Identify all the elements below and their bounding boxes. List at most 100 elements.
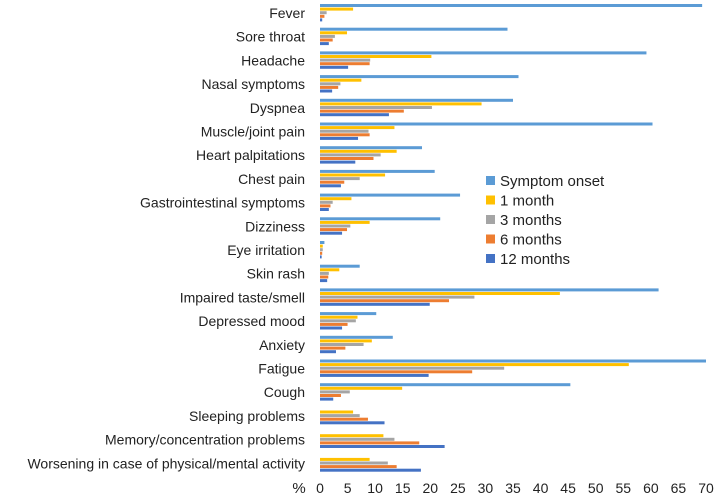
- bar-chest-pain-6-months: [320, 180, 345, 184]
- bar-eye-irritation-1-month: [320, 244, 323, 248]
- category-label-dyspnea: Dyspnea: [250, 100, 305, 116]
- category-label-fatigue: Fatigue: [258, 361, 305, 377]
- bar-nasal-symptoms-6-months: [320, 85, 339, 89]
- bar-eye-irritation-12-months: [320, 255, 322, 259]
- legend-swatch-6-months: [486, 234, 495, 244]
- bar-chest-pain-12-months: [320, 184, 341, 188]
- legend-label-3-months: 3 months: [500, 212, 562, 229]
- category-label-nasal-symptoms: Nasal symptoms: [202, 76, 305, 92]
- bar-sore-throat-1-month: [320, 31, 348, 35]
- category-label-cough: Cough: [264, 384, 305, 400]
- bar-skin-rash-symptom-onset: [320, 264, 360, 268]
- bar-heart-palpitations-1-month: [320, 149, 397, 153]
- bar-depressed-mood-3-months: [320, 319, 356, 323]
- bar-fever-12-months: [320, 18, 323, 22]
- legend: Symptom onset 1 month 3 months 6 months 12 m…: [486, 173, 605, 268]
- bar-muscle-joint-pain-1-month: [320, 126, 395, 130]
- bar-heart-palpitations-symptom-onset: [320, 146, 423, 150]
- bar-nasal-symptoms-1-month: [320, 78, 362, 82]
- bar-nasal-symptoms-3-months: [320, 82, 341, 86]
- legend-swatch-12-months: [486, 254, 495, 263]
- bar-fatigue-3-months: [320, 366, 505, 370]
- category-label-sore-throat: Sore throat: [236, 29, 305, 45]
- bar-sore-throat-symptom-onset: [320, 27, 508, 31]
- bar-depressed-mood-12-months: [320, 326, 343, 330]
- bar-eye-irritation-6-months: [320, 251, 323, 255]
- x-tick-label-20: 20: [423, 480, 439, 496]
- legend-label-12-months: 12 months: [500, 251, 570, 268]
- bar-skin-rash-3-months: [320, 271, 329, 275]
- bar-fever-symptom-onset: [320, 4, 703, 7]
- x-tick-label-55: 55: [616, 480, 632, 496]
- bar-memory-concentration-problems-6-months: [320, 441, 420, 445]
- x-tick-label-50: 50: [588, 480, 604, 496]
- bar-headache-1-month: [320, 55, 432, 58]
- bar-dyspnea-symptom-onset: [320, 98, 513, 102]
- bar-cough-3-months: [320, 390, 350, 394]
- category-label-fever: Fever: [269, 5, 305, 21]
- bar-heart-palpitations-12-months: [320, 160, 356, 164]
- bar-gastrointestinal-symptoms-12-months: [320, 208, 329, 211]
- bar-muscle-joint-pain-6-months: [320, 133, 370, 137]
- x-tick-label-15: 15: [395, 480, 411, 496]
- bar-headache-12-months: [320, 65, 349, 69]
- x-tick-label-60: 60: [643, 480, 659, 496]
- bars-group: [320, 4, 706, 472]
- category-labels: Fever Sore throat Headache Nasal symptoms Dy…: [27, 5, 305, 471]
- bar-cough-symptom-onset: [320, 383, 571, 387]
- category-label-memory-concentration-problems: Memory/concentration problems: [105, 432, 305, 448]
- category-label-worsening-in-case-of-physical-mental-activity: Worsening in case of physical/mental act…: [27, 455, 305, 471]
- x-tick-label-35: 35: [505, 480, 521, 496]
- bar-worsening-in-case-of-physical-mental-activity-6-months: [320, 465, 397, 469]
- bar-dyspnea-3-months: [320, 106, 432, 109]
- bar-headache-3-months: [320, 58, 371, 62]
- bar-sore-throat-12-months: [320, 42, 329, 46]
- x-tick-label-30: 30: [478, 480, 494, 496]
- x-tick-label-65: 65: [671, 480, 687, 496]
- bar-gastrointestinal-symptoms-symptom-onset: [320, 193, 461, 197]
- bar-dyspnea-1-month: [320, 102, 482, 106]
- bar-dizziness-1-month: [320, 220, 370, 224]
- bar-dizziness-3-months: [320, 224, 351, 228]
- bar-chest-pain-symptom-onset: [320, 169, 435, 173]
- legend-label-symptom-onset: Symptom onset: [500, 173, 605, 190]
- bar-memory-concentration-problems-3-months: [320, 437, 395, 441]
- bar-impaired-taste-smell-6-months: [320, 299, 450, 303]
- bar-cough-12-months: [320, 397, 334, 401]
- bar-fever-3-months: [320, 11, 327, 15]
- bar-sleeping-problems-1-month: [320, 410, 354, 414]
- bar-gastrointestinal-symptoms-3-months: [320, 200, 333, 204]
- bar-chest-pain-1-month: [320, 173, 386, 177]
- legend-label-6-months: 6 months: [500, 232, 562, 249]
- category-label-headache: Headache: [241, 52, 305, 68]
- bar-fatigue-6-months: [320, 370, 473, 374]
- category-label-chest-pain: Chest pain: [238, 171, 305, 187]
- bar-dizziness-12-months: [320, 231, 343, 235]
- bar-skin-rash-12-months: [320, 279, 328, 283]
- legend-swatch-1-month: [486, 195, 495, 205]
- bar-fever-6-months: [320, 14, 325, 18]
- bar-worsening-in-case-of-physical-mental-activity-1-month: [320, 457, 370, 461]
- bar-sore-throat-3-months: [320, 34, 335, 38]
- bar-dyspnea-6-months: [320, 109, 404, 113]
- bar-muscle-joint-pain-3-months: [320, 129, 369, 133]
- x-tick-label-45: 45: [560, 480, 576, 496]
- legend-swatch-3-months: [486, 215, 495, 224]
- bar-anxiety-12-months: [320, 350, 336, 354]
- bar-anxiety-3-months: [320, 343, 364, 346]
- bar-fever-1-month: [320, 7, 354, 11]
- bar-worsening-in-case-of-physical-mental-activity-3-months: [320, 461, 388, 465]
- bar-eye-irritation-3-months: [320, 248, 323, 252]
- x-axis-label: %: [292, 480, 305, 497]
- bar-nasal-symptoms-symptom-onset: [320, 75, 519, 79]
- bar-anxiety-1-month: [320, 339, 372, 343]
- bar-gastrointestinal-symptoms-1-month: [320, 197, 352, 201]
- category-label-heart-palpitations: Heart palpitations: [196, 147, 305, 163]
- bar-nasal-symptoms-12-months: [320, 89, 333, 93]
- category-label-skin-rash: Skin rash: [247, 266, 305, 282]
- category-label-dizziness: Dizziness: [245, 218, 305, 234]
- bar-depressed-mood-1-month: [320, 315, 358, 319]
- bar-anxiety-symptom-onset: [320, 335, 393, 339]
- bar-cough-1-month: [320, 386, 403, 390]
